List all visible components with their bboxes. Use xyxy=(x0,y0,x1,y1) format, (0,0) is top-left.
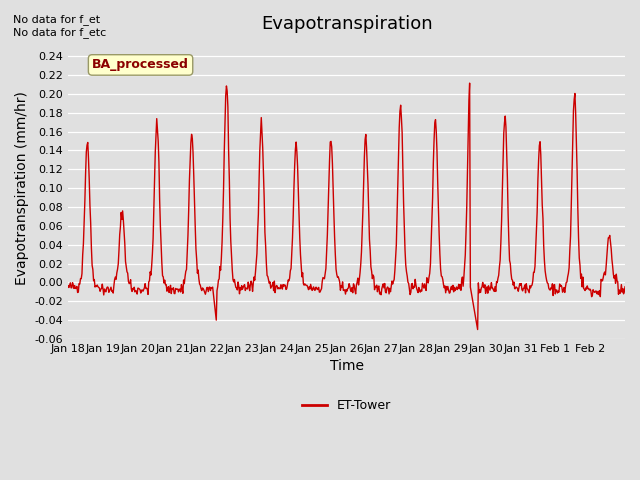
Text: BA_processed: BA_processed xyxy=(92,59,189,72)
Text: No data for f_et
No data for f_etc: No data for f_et No data for f_etc xyxy=(13,14,106,38)
Title: Evapotranspiration: Evapotranspiration xyxy=(260,15,433,33)
Y-axis label: Evapotranspiration (mm/hr): Evapotranspiration (mm/hr) xyxy=(15,91,29,285)
Legend: ET-Tower: ET-Tower xyxy=(297,394,396,417)
X-axis label: Time: Time xyxy=(330,360,364,373)
